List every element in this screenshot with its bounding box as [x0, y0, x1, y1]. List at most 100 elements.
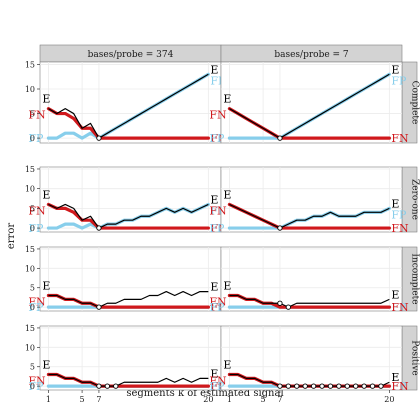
label-fp-left: FP: [209, 222, 225, 235]
x-tick-label: 1: [227, 395, 232, 404]
y-tick-label: 10: [25, 264, 35, 273]
series-e-line: [48, 203, 209, 229]
y-tick-label: 10: [25, 343, 35, 352]
label-e-left: E: [42, 93, 50, 106]
y-tick-label: 0: [30, 134, 35, 143]
label-fn-left: FN: [209, 295, 227, 308]
column-strip-label-2: bases/probe = 7: [274, 50, 349, 60]
min-error-marker: [96, 304, 102, 310]
label-e-right: E: [391, 63, 399, 76]
row-strip-label-incomplete: Incomplete: [410, 253, 420, 304]
label-e-left: E: [42, 279, 50, 292]
y-tick-label: 5: [30, 110, 35, 119]
min-error-marker: [302, 383, 308, 389]
row-strip-label-zero-one: Zero-one: [410, 179, 420, 220]
label-fp-right: FP: [391, 208, 407, 221]
min-error-marker: [277, 135, 283, 141]
row-strip-label-complete: Complete: [410, 81, 420, 125]
min-error-marker: [310, 383, 317, 389]
panel-frame: [220, 246, 403, 312]
panel-frame: [39, 246, 222, 312]
label-e-right: E: [210, 281, 218, 294]
label-fn-right: FN: [391, 301, 409, 314]
label-fp-left: FP: [28, 132, 44, 145]
y-tick-label: 5: [30, 284, 35, 293]
label-fp-left: FP: [209, 301, 225, 314]
label-fn-left: FN: [28, 204, 46, 217]
min-error-marker: [277, 383, 283, 389]
label-fp-left: FP: [28, 222, 44, 235]
row-strip-label-positive: Positive: [410, 340, 420, 376]
label-fn-left: FN: [209, 204, 227, 217]
panel-frame: [220, 166, 403, 233]
label-e-right: E: [391, 197, 399, 210]
min-error-marker: [336, 383, 342, 389]
y-tick-label: 15: [25, 165, 35, 174]
label-fn-right: FN: [391, 380, 409, 393]
label-fn-left: FN: [28, 374, 46, 387]
x-tick-label: 20: [203, 395, 213, 404]
column-strip-label-1: bases/probe = 374: [88, 50, 174, 60]
series-e-line: [229, 73, 390, 139]
min-error-marker: [96, 135, 102, 141]
min-error-marker: [96, 225, 102, 231]
min-error-marker: [113, 383, 119, 389]
series-e-line: [48, 373, 209, 387]
y-tick-label: 15: [25, 324, 35, 333]
x-tick-label: 5: [80, 395, 85, 404]
panel-complete-1: E FN FP E FP FN 0 5 10 15: [25, 60, 228, 145]
label-e-right: E: [391, 288, 399, 301]
series-e-line: [229, 294, 390, 308]
label-e-left: E: [223, 279, 231, 292]
panel-frame: [39, 166, 222, 233]
series-fn-line: [46, 107, 210, 140]
panel-frame: [39, 61, 222, 144]
y-tick-label: 5: [30, 204, 35, 213]
label-fp-right: FP: [391, 74, 407, 87]
label-fp-left: FP: [209, 132, 225, 145]
series-e-line: [48, 73, 209, 139]
y-tick-label: 15: [25, 60, 35, 69]
y-tick-label: 5: [30, 363, 35, 372]
min-error-marker: [285, 304, 291, 310]
min-error-marker: [353, 383, 359, 389]
label-fp-left: FP: [28, 301, 44, 314]
min-error-marker: [285, 383, 291, 389]
series-e-line: [229, 203, 390, 229]
label-fn-left: FN: [209, 109, 227, 122]
label-fp-left: FP: [209, 380, 225, 393]
min-error-marker: [344, 383, 350, 389]
label-fn-left: FN: [209, 374, 227, 387]
label-e-right: E: [210, 367, 218, 380]
panel-frame: [220, 61, 403, 144]
min-error-marker: [319, 383, 325, 389]
panel-frame: [39, 325, 222, 391]
x-tick-label: 7: [96, 395, 101, 404]
y-tick-label: 0: [30, 382, 35, 391]
y-tick-label: 15: [25, 245, 35, 254]
y-tick-label: 10: [25, 185, 35, 194]
min-error-marker: [277, 300, 283, 306]
x-tick-label: 7: [277, 395, 282, 404]
label-fn-left: FN: [28, 109, 46, 122]
label-fp-right: FP: [391, 380, 407, 393]
y-tick-label: 0: [30, 224, 35, 233]
label-fn-right: FN: [391, 132, 409, 145]
min-error-marker: [327, 383, 334, 389]
y-tick-label: 10: [25, 85, 35, 94]
series-e-line: [48, 291, 209, 308]
min-error-marker: [96, 383, 102, 389]
min-error-marker: [104, 383, 110, 389]
min-error-marker: [277, 225, 283, 231]
label-e-right: E: [210, 63, 218, 76]
label-e-left: E: [42, 358, 50, 371]
label-e-left: E: [223, 188, 231, 201]
min-error-marker: [294, 383, 300, 389]
